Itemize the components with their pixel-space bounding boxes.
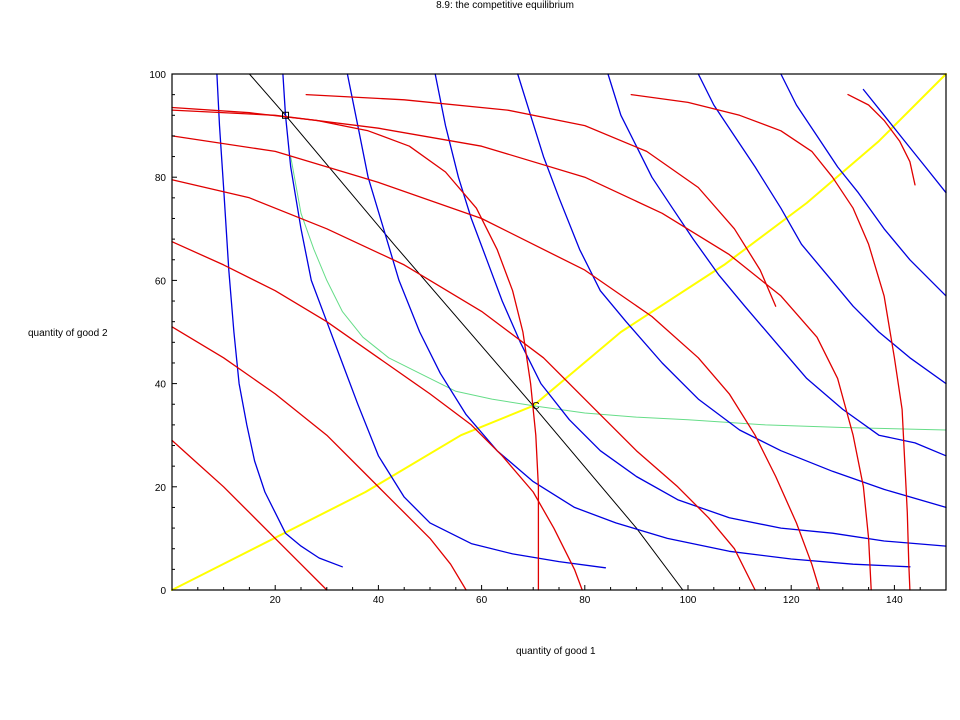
y-axis-label: quantity of good 2 xyxy=(28,328,108,339)
x-tick-label: 140 xyxy=(886,595,903,606)
curve-indifference-curve-1-14 xyxy=(171,241,583,591)
x-tick-label: 20 xyxy=(270,595,282,606)
curve-indifference-curve-2-8 xyxy=(607,73,947,457)
curve-budget-line-1 xyxy=(248,73,684,591)
curve-indifference-curve-1-19 xyxy=(305,93,777,307)
curve-indifference-curve-1-21 xyxy=(847,93,916,186)
curve-indifference-curve-2-10 xyxy=(780,73,947,297)
y-tick-label: 60 xyxy=(155,276,167,287)
curve-indifference-curve-2-11 xyxy=(862,88,947,194)
curves-layer xyxy=(171,73,947,591)
equilibrium-point-label: C xyxy=(532,401,539,412)
curve-indifference-curve-1-12 xyxy=(171,439,328,591)
chart-title: 8.9: the competitive equilibrium xyxy=(436,0,574,11)
curve-indifference-curve-2-9 xyxy=(697,73,947,385)
x-tick-label: 40 xyxy=(373,595,385,606)
curve-indifference-curve-2-7 xyxy=(517,73,947,509)
y-tick-label: 40 xyxy=(155,380,167,391)
curve-indifference-curve-1-15 xyxy=(171,179,756,591)
x-tick-label: 80 xyxy=(579,595,591,606)
x-tick-label: 100 xyxy=(680,595,697,606)
curve-indifference-curve-2-4 xyxy=(282,73,607,569)
x-tick-label: 120 xyxy=(783,595,800,606)
curve-indifference-curve-1-13 xyxy=(171,326,467,591)
y-tick-label: 100 xyxy=(149,70,166,81)
curve-indifference-curve-1-18 xyxy=(171,106,540,591)
curve-contract-curve-0 xyxy=(171,73,947,591)
curve-indifference-curve-2-6 xyxy=(434,73,947,547)
y-tick-label: 0 xyxy=(160,586,166,597)
curve-offer-curve-2 xyxy=(290,156,947,431)
endowment-point-marker xyxy=(282,111,290,119)
y-tick-label: 80 xyxy=(155,173,167,184)
curve-indifference-curve-2-3 xyxy=(216,73,343,568)
curve-indifference-curve-1-20 xyxy=(630,93,911,591)
axes-layer: 20 40 60 80 100 120 140 0 20 40 60 80 100 xyxy=(149,70,921,606)
markers-layer: C xyxy=(282,111,539,412)
x-axis-label: quantity of good 1 xyxy=(516,646,596,657)
curve-indifference-curve-1-16 xyxy=(171,135,821,591)
y-tick-label: 20 xyxy=(155,483,167,494)
x-tick-label: 60 xyxy=(476,595,488,606)
curve-indifference-curve-1-17 xyxy=(171,109,872,591)
plot-frame xyxy=(171,73,947,591)
